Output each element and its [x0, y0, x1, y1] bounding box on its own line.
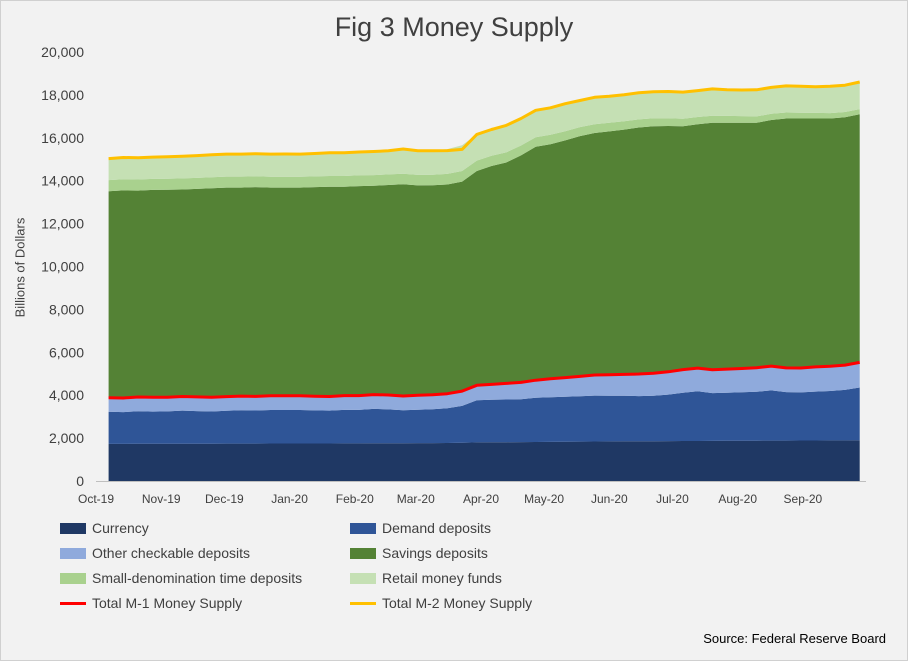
x-tick-label: Mar-20 — [397, 492, 435, 506]
line-total-m-1-money-supply — [108, 360, 860, 400]
legend-item: Total M-1 Money Supply — [60, 595, 242, 611]
legend-item: Small-denomination time deposits — [60, 570, 302, 586]
y-tick-label: 14,000 — [41, 173, 84, 189]
x-tick-label: Feb-20 — [336, 492, 374, 506]
legend-label: Other checkable deposits — [92, 545, 250, 561]
x-tick-label: Oct-19 — [78, 492, 114, 506]
y-tick-label: 0 — [76, 473, 84, 489]
x-tick-label: Nov-19 — [142, 492, 181, 506]
area-retail-money-funds — [108, 82, 860, 181]
legend-label: Currency — [92, 520, 149, 536]
x-tick-label: Dec-19 — [205, 492, 244, 506]
legend-label: Small-denomination time deposits — [92, 570, 303, 586]
y-tick-label: 8,000 — [49, 301, 84, 317]
legend-swatch — [60, 601, 86, 605]
legend-item: Currency — [60, 520, 149, 536]
legend-item: Other checkable deposits — [60, 545, 250, 561]
legend-item: Savings deposits — [350, 545, 488, 561]
legend-swatch — [60, 572, 86, 584]
area-other-checkable-deposits — [108, 362, 860, 413]
legend-label: Total M-2 Money Supply — [382, 595, 533, 611]
legend-label: Total M-1 Money Supply — [92, 595, 243, 611]
legend-swatch — [350, 522, 376, 534]
y-tick-label: 20,000 — [41, 44, 84, 60]
chart-title: Fig 3 Money Supply — [334, 12, 574, 42]
area-savings-deposits — [108, 114, 860, 398]
y-tick-label: 18,000 — [41, 87, 84, 103]
y-tick-label: 16,000 — [41, 130, 84, 146]
line-total-m-2-money-supply — [108, 80, 861, 161]
x-tick-label: May-20 — [524, 492, 564, 506]
legend-label: Retail money funds — [382, 570, 502, 586]
legend-item: Retail money funds — [350, 570, 502, 586]
area-small-denomination-time-deposits — [108, 109, 860, 192]
legend-swatch — [350, 572, 376, 584]
legend-swatch — [350, 547, 376, 559]
x-tick-label: Sep-20 — [784, 492, 823, 506]
x-tick-label: Jan-20 — [271, 492, 308, 506]
source-note: Source: Federal Reserve Board — [703, 631, 886, 646]
legend-label: Savings deposits — [382, 545, 488, 561]
legend-item: Total M-2 Money Supply — [350, 595, 532, 611]
y-tick-label: 2,000 — [49, 430, 84, 446]
legend-item: Demand deposits — [350, 520, 491, 536]
area-demand-deposits — [108, 387, 860, 444]
legend-swatch — [350, 601, 376, 605]
y-tick-label: 6,000 — [49, 344, 84, 360]
x-tick-label: Aug-20 — [718, 492, 757, 506]
x-tick-label: Jul-20 — [656, 492, 689, 506]
x-tick-label: Jun-20 — [591, 492, 628, 506]
y-tick-label: 4,000 — [49, 387, 84, 403]
legend-swatch — [60, 547, 86, 559]
y-tick-label: 12,000 — [41, 216, 84, 232]
y-tick-label: 10,000 — [41, 259, 84, 275]
legend-swatch — [60, 522, 86, 534]
area-currency — [108, 440, 860, 481]
legend-label: Demand deposits — [382, 520, 491, 536]
x-tick-label: Apr-20 — [463, 492, 499, 506]
